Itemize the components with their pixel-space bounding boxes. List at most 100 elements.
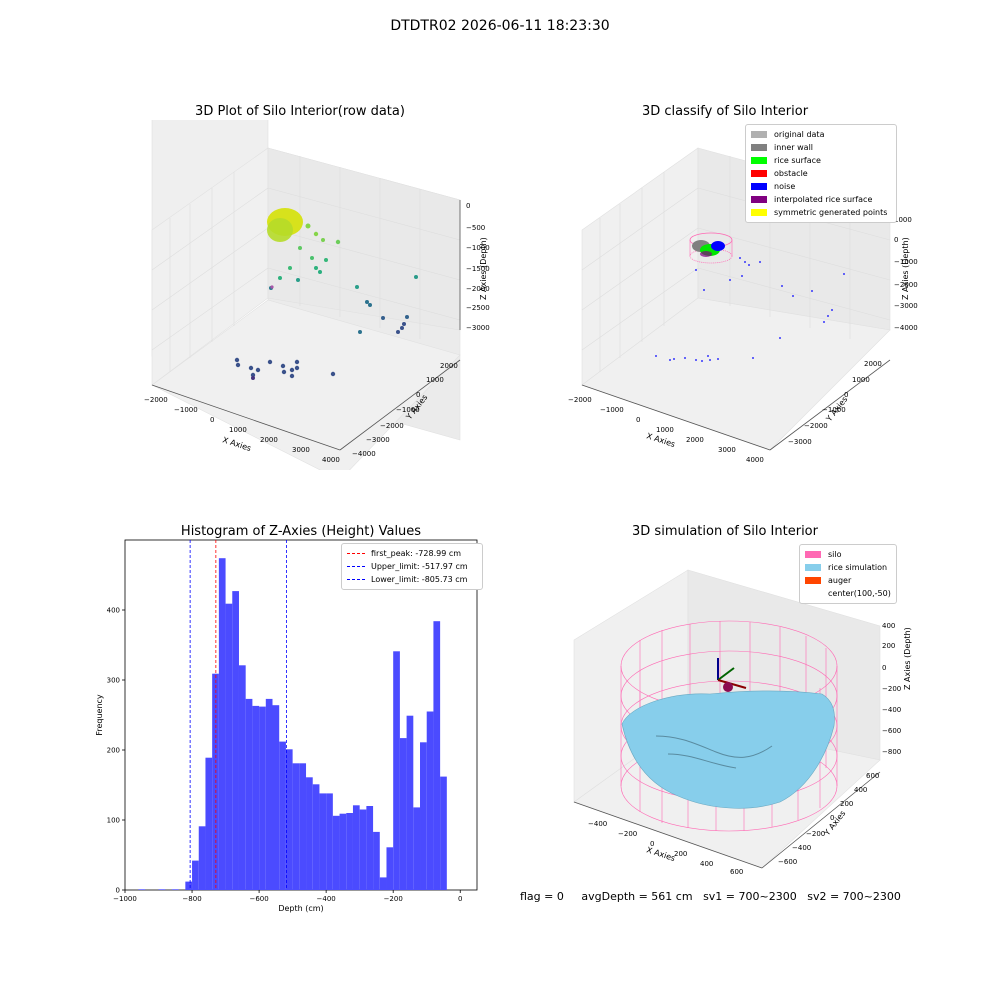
histogram-chart[interactable]: −1000 −800 −600 −400 −200 0 0 100 200 300 400 Dep… (80, 530, 500, 920)
raw-xtick-2: −1000 (174, 406, 198, 414)
histogram-bar (312, 784, 320, 890)
svg-text:−3000: −3000 (366, 436, 390, 444)
raw-3d-axes (151, 200, 461, 451)
histogram-bar (265, 698, 273, 890)
svg-text:200: 200 (674, 850, 687, 858)
simulation-legend: silo rice simulation auger center(100,-5… (799, 544, 897, 604)
raw-scatter-points (234, 208, 418, 380)
classify-legend-item: interpolated rice surface (751, 193, 891, 206)
classify-legend-item: noise (751, 180, 891, 193)
histogram-bar (306, 777, 313, 890)
svg-text:0: 0 (416, 391, 420, 399)
classify-legend: original data inner wall rice surface ob… (745, 124, 897, 223)
histogram-xtick-label: −600 (249, 895, 268, 903)
raw-xtick-6: 3000 (292, 446, 310, 454)
svg-text:−1000: −1000 (600, 406, 624, 414)
svg-text:−2500: −2500 (466, 304, 490, 312)
classify-plot-title: 3D classify of Silo Interior (641, 104, 809, 119)
svg-text:0: 0 (844, 391, 848, 399)
histogram-bar (272, 705, 280, 890)
histogram-bar (366, 806, 374, 890)
status-avg-depth: avgDepth = 561 cm (581, 890, 693, 903)
simulation-xticks: −400 −200 0 200 400 600 (588, 820, 743, 876)
svg-text:2000: 2000 (686, 436, 704, 444)
svg-text:0: 0 (894, 236, 898, 244)
histogram-bar (232, 591, 239, 890)
status-sv2: sv2 = 700~2300 (807, 890, 901, 903)
simulation-legend-item: silo (805, 548, 891, 561)
simulation-3d-axes (573, 771, 881, 869)
svg-text:−4000: −4000 (352, 450, 376, 458)
histogram-bar (393, 651, 400, 890)
histogram-bar (299, 763, 307, 890)
svg-text:−200: −200 (882, 685, 901, 693)
classify-3d-xticks: −2000 −1000 0 1000 2000 3000 4000 (568, 396, 764, 464)
simulation-plot-title: 3D simulation of Silo Interior (632, 524, 818, 539)
histogram-bar (359, 809, 367, 890)
histogram-xtick-label: −800 (182, 895, 201, 903)
svg-text:−1500: −1500 (466, 265, 490, 273)
svg-text:−600: −600 (882, 727, 901, 735)
svg-text:400: 400 (882, 622, 895, 630)
histogram-bar (426, 711, 434, 890)
histogram-bar (339, 813, 347, 890)
raw-3d-zticks: −3000 −2500 −2000 −1500 −1000 −500 0 (466, 202, 490, 332)
classify-3d-yticks: −3000 −2000 −1000 0 1000 2000 (788, 360, 882, 446)
histogram-bar (319, 793, 327, 890)
simulation-legend-item: auger (805, 574, 891, 587)
svg-text:−3000: −3000 (466, 324, 490, 332)
histogram-bar (138, 889, 146, 890)
rice-simulation-surface (621, 690, 835, 809)
simulation-3d-plot[interactable]: −400 −200 0 200 400 600 X Axies −600 −40… (560, 540, 920, 880)
auger-marker (717, 658, 747, 692)
svg-text:0: 0 (636, 416, 640, 424)
raw-3d-plot[interactable]: −2000 −1000 0 1000 2000 3000 4000 X Axie… (130, 120, 500, 470)
histogram-bar (205, 757, 213, 890)
raw-xtick-7: 4000 (322, 456, 340, 464)
histogram-yticks: 0 100 200 300 400 (107, 607, 125, 895)
histogram-bar (352, 805, 360, 890)
histogram-bar (406, 715, 414, 890)
svg-text:400: 400 (700, 860, 713, 868)
svg-text:−1000: −1000 (822, 406, 846, 414)
svg-text:0: 0 (830, 814, 834, 822)
svg-text:2000: 2000 (440, 362, 458, 370)
classify-legend-item: symmetric generated points (751, 206, 891, 219)
histogram-ytick-label: 300 (107, 677, 120, 685)
histogram-xlabel: Depth (cm) (278, 904, 323, 913)
svg-text:1000: 1000 (656, 426, 674, 434)
svg-text:−500: −500 (466, 224, 485, 232)
histogram-bar (399, 738, 407, 890)
histogram-bar (279, 741, 286, 890)
raw-plot-title: 3D Plot of Silo Interior(row data) (195, 104, 405, 119)
raw-3d-xticks: −2000 −1000 0 1000 2000 3000 4000 (144, 396, 340, 464)
histogram-bar (245, 698, 253, 890)
histogram-legend: first_peak: -728.99 cm Upper_limit: -517… (341, 543, 483, 590)
raw-3d-yticks: −4000 −3000 −2000 −1000 0 1000 2000 (352, 362, 458, 458)
raw-xlabel: X Axies (221, 435, 252, 453)
svg-text:−3000: −3000 (894, 302, 918, 310)
svg-text:1000: 1000 (894, 216, 912, 224)
histogram-legend-item: Upper_limit: -517.97 cm (347, 560, 477, 573)
simulation-yticks: −600 −400 −200 0 200 400 600 (778, 772, 879, 866)
raw-zlabel: Z Axies (Depth) (479, 237, 488, 300)
raw-xtick-1: −2000 (144, 396, 168, 404)
svg-text:2000: 2000 (864, 360, 882, 368)
histogram-bar (440, 776, 447, 890)
histogram-xtick-label: −400 (317, 895, 336, 903)
classify-3d-zticks: −4000 −3000 −2000 −1000 0 1000 (894, 216, 918, 332)
svg-text:−800: −800 (882, 748, 901, 756)
svg-text:−600: −600 (778, 858, 797, 866)
simulation-xlabel: X Axies (645, 845, 676, 863)
svg-text:−1000: −1000 (894, 258, 918, 266)
histogram-bars (138, 558, 447, 890)
classify-legend-item: inner wall (751, 141, 891, 154)
histogram-bar (420, 742, 427, 890)
histogram-bar (218, 558, 226, 890)
raw-xtick-5: 2000 (260, 436, 278, 444)
svg-text:−2000: −2000 (568, 396, 592, 404)
status-sv1: sv1 = 700~2300 (703, 890, 797, 903)
histogram-bar (326, 793, 333, 890)
svg-text:600: 600 (866, 772, 879, 780)
status-flag: flag = 0 (520, 890, 564, 903)
